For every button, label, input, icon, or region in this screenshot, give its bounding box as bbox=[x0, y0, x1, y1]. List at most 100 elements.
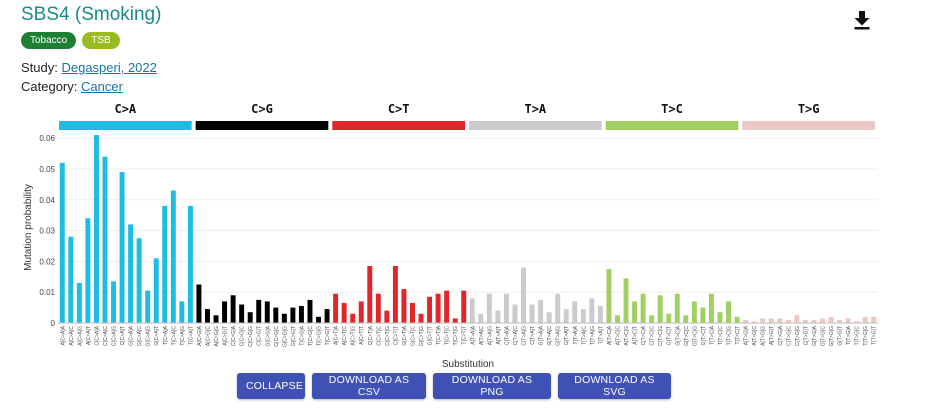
x-tick-label: T[C>A]A bbox=[163, 325, 169, 345]
bar bbox=[837, 319, 843, 323]
x-tick-label: T[T>A]G bbox=[590, 326, 596, 345]
category-link[interactable]: Cancer bbox=[80, 79, 123, 94]
x-tick-label: T[T>G]A bbox=[846, 325, 852, 345]
x-tick-label: C[C>G]A bbox=[231, 325, 237, 346]
x-tick-label: A[T>C]T bbox=[633, 326, 639, 345]
x-tick-label: T[C>G]T bbox=[325, 326, 331, 345]
group-band bbox=[605, 121, 739, 130]
y-tick-label: 0 bbox=[51, 319, 56, 328]
x-tick-label: T[T>G]T bbox=[872, 326, 878, 345]
bar bbox=[333, 293, 339, 323]
bar bbox=[794, 315, 800, 323]
bar bbox=[734, 316, 740, 323]
x-tick-label: C[T>G]C bbox=[786, 326, 792, 346]
bar bbox=[486, 293, 492, 323]
bar bbox=[700, 307, 706, 323]
x-tick-label: T[C>A]T bbox=[188, 326, 194, 345]
bar bbox=[580, 309, 586, 323]
x-tick-label: T[C>G]C bbox=[308, 326, 314, 346]
x-tick-label: T[T>A]T bbox=[598, 326, 604, 344]
bar bbox=[392, 266, 398, 323]
bar bbox=[777, 318, 783, 323]
tag-list: Tobacco TSB bbox=[21, 32, 120, 49]
x-tick-label: G[C>T]T bbox=[428, 326, 434, 345]
download-icon[interactable] bbox=[851, 9, 873, 31]
mutation-signature-chart: 0 0.01 0.02 0.03 0.04 0.05 0.06 Mutation probab… bbox=[23, 102, 878, 370]
x-tick-label: G[T>C]A bbox=[675, 325, 681, 345]
bar bbox=[418, 313, 424, 323]
bar bbox=[187, 205, 193, 323]
bar bbox=[264, 301, 270, 323]
bar bbox=[358, 301, 364, 323]
bar bbox=[239, 304, 245, 323]
x-tick-label: A[C>A]A bbox=[60, 325, 66, 345]
y-tick-label: 0.02 bbox=[39, 257, 55, 266]
y-tick-label: 0.06 bbox=[39, 134, 55, 143]
y-tick-label: 0.04 bbox=[39, 196, 55, 205]
bar bbox=[845, 318, 851, 323]
x-tick-label: T[T>C]C bbox=[718, 326, 724, 345]
bar bbox=[691, 301, 697, 323]
group-label: T>A bbox=[524, 102, 546, 116]
x-tick-label: C[C>G]T bbox=[257, 326, 263, 346]
x-tick-label: A[C>T]G bbox=[351, 326, 357, 346]
bar bbox=[119, 172, 125, 323]
bar bbox=[350, 313, 356, 323]
x-tick-label: A[C>A]G bbox=[77, 326, 83, 346]
bar bbox=[68, 236, 74, 323]
download-svg-button[interactable]: DOWNLOAD AS SVG bbox=[558, 373, 671, 399]
bar bbox=[93, 135, 99, 323]
bar bbox=[375, 293, 381, 323]
bar bbox=[307, 299, 313, 323]
y-tick-label: 0.05 bbox=[39, 165, 55, 174]
collapse-button[interactable]: COLLAPSE bbox=[237, 373, 305, 399]
x-tick-label: G[C>G]T bbox=[291, 326, 297, 346]
study-link[interactable]: Degasperi, 2022 bbox=[61, 60, 157, 75]
x-tick-label: C[T>G]T bbox=[803, 326, 809, 345]
bar bbox=[597, 306, 603, 323]
group-band bbox=[742, 121, 875, 130]
bar bbox=[85, 218, 91, 323]
x-tick-label: T[T>A]C bbox=[581, 326, 587, 345]
x-tick-label: T[T>A]A bbox=[573, 325, 579, 344]
x-tick-label: A[T>C]C bbox=[615, 326, 621, 346]
x-tick-label: C[T>C]A bbox=[641, 325, 647, 345]
x-tick-label: C[T>A]A bbox=[504, 325, 510, 345]
bar bbox=[871, 316, 877, 323]
bar bbox=[76, 282, 82, 323]
bar bbox=[170, 190, 176, 323]
x-tick-label: G[C>A]C bbox=[137, 326, 143, 347]
x-tick-label: A[C>G]C bbox=[205, 326, 211, 347]
bar bbox=[196, 284, 202, 323]
download-csv-button[interactable]: DOWNLOAD AS CSV bbox=[312, 373, 426, 399]
x-tick-label: T[T>G]G bbox=[863, 326, 869, 346]
x-tick-label: T[C>T]T bbox=[462, 326, 468, 344]
group-band bbox=[469, 121, 602, 130]
x-tick-label: G[T>A]A bbox=[539, 325, 545, 345]
bar bbox=[461, 290, 467, 323]
x-tick-label: C[C>A]G bbox=[112, 326, 118, 346]
group-label: T>C bbox=[661, 102, 683, 116]
bar bbox=[546, 312, 552, 323]
tag-tsb[interactable]: TSB bbox=[82, 32, 120, 49]
x-tick-label: G[C>A]T bbox=[154, 326, 160, 346]
bar bbox=[256, 299, 262, 323]
x-tick-label: A[T>C]A bbox=[607, 325, 613, 345]
bar bbox=[589, 298, 595, 323]
bar bbox=[341, 302, 347, 323]
bar bbox=[162, 205, 168, 323]
bar bbox=[290, 307, 296, 323]
x-tick-label: A[T>A]C bbox=[479, 326, 485, 345]
bar bbox=[726, 301, 731, 323]
x-tick-label: C[C>A]A bbox=[94, 325, 100, 345]
x-tick-label: C[C>T]G bbox=[385, 326, 391, 346]
x-tick-label: A[C>A]T bbox=[86, 326, 92, 345]
tag-tobacco[interactable]: Tobacco bbox=[21, 32, 77, 49]
x-tick-label: C[T>A]G bbox=[522, 326, 528, 346]
x-tick-label: A[T>C]G bbox=[624, 326, 630, 346]
x-tick-label: C[C>T]A bbox=[368, 325, 374, 345]
x-tick-label: G[C>T]G bbox=[419, 326, 425, 346]
download-png-button[interactable]: DOWNLOAD AS PNG bbox=[433, 373, 551, 399]
x-tick-label: T[T>C]A bbox=[709, 325, 715, 344]
y-tick-label: 0.01 bbox=[39, 288, 55, 297]
